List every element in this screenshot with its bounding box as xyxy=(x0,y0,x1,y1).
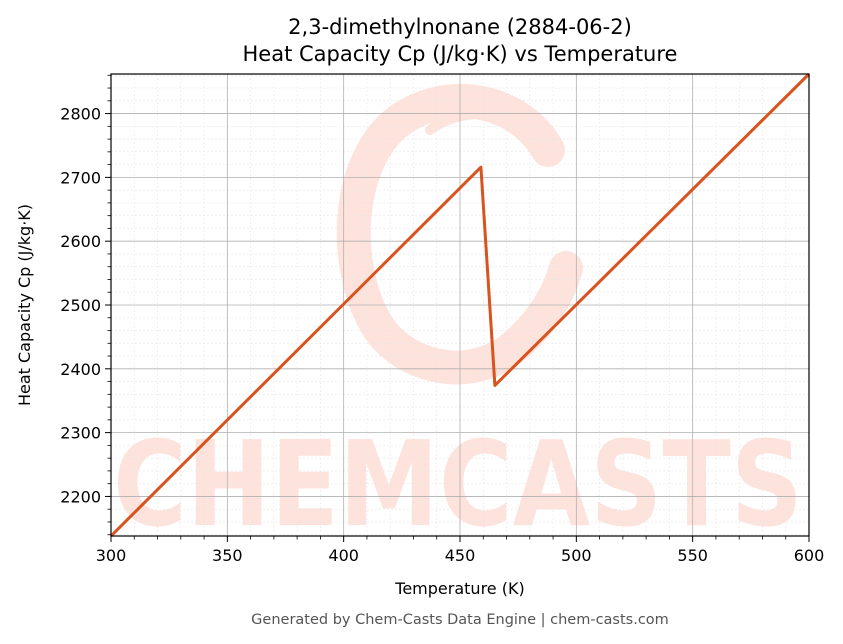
chart-subtitle: Heat Capacity Cp (J/kg·K) vs Temperature xyxy=(243,42,678,66)
x-tick-label: 300 xyxy=(96,546,127,565)
footer-credit: Generated by Chem-Casts Data Engine | ch… xyxy=(251,612,669,628)
x-tick-label: 600 xyxy=(794,546,825,565)
y-tick-label: 2500 xyxy=(60,296,101,315)
x-axis-label: Temperature (K) xyxy=(394,579,524,598)
y-tick-label: 2800 xyxy=(60,105,101,124)
chart-title: 2,3-dimethylnonane (2884-06-2) xyxy=(288,15,632,39)
x-tick-label: 350 xyxy=(212,546,243,565)
series-line xyxy=(109,72,811,538)
x-tick-label: 450 xyxy=(445,546,476,565)
y-axis-label: Heat Capacity Cp (J/kg·K) xyxy=(15,204,34,406)
x-tick-labels: 300 350 400 450 500 550 600 xyxy=(96,546,825,565)
x-tick-label: 550 xyxy=(677,546,708,565)
x-tick-label: 500 xyxy=(561,546,592,565)
watermark: CHEMCASTS xyxy=(113,83,803,553)
x-tick-label: 400 xyxy=(328,546,359,565)
y-tick-label: 2400 xyxy=(60,360,101,379)
y-tick-label: 2600 xyxy=(60,232,101,251)
y-tick-label: 2700 xyxy=(60,168,101,187)
y-tick-label: 2300 xyxy=(60,424,101,443)
y-tick-label: 2200 xyxy=(60,487,101,506)
axis-ticks xyxy=(105,74,810,542)
y-tick-labels: 2200 2300 2400 2500 2600 2700 2800 xyxy=(60,105,101,507)
watermark-text: CHEMCASTS xyxy=(113,415,803,553)
